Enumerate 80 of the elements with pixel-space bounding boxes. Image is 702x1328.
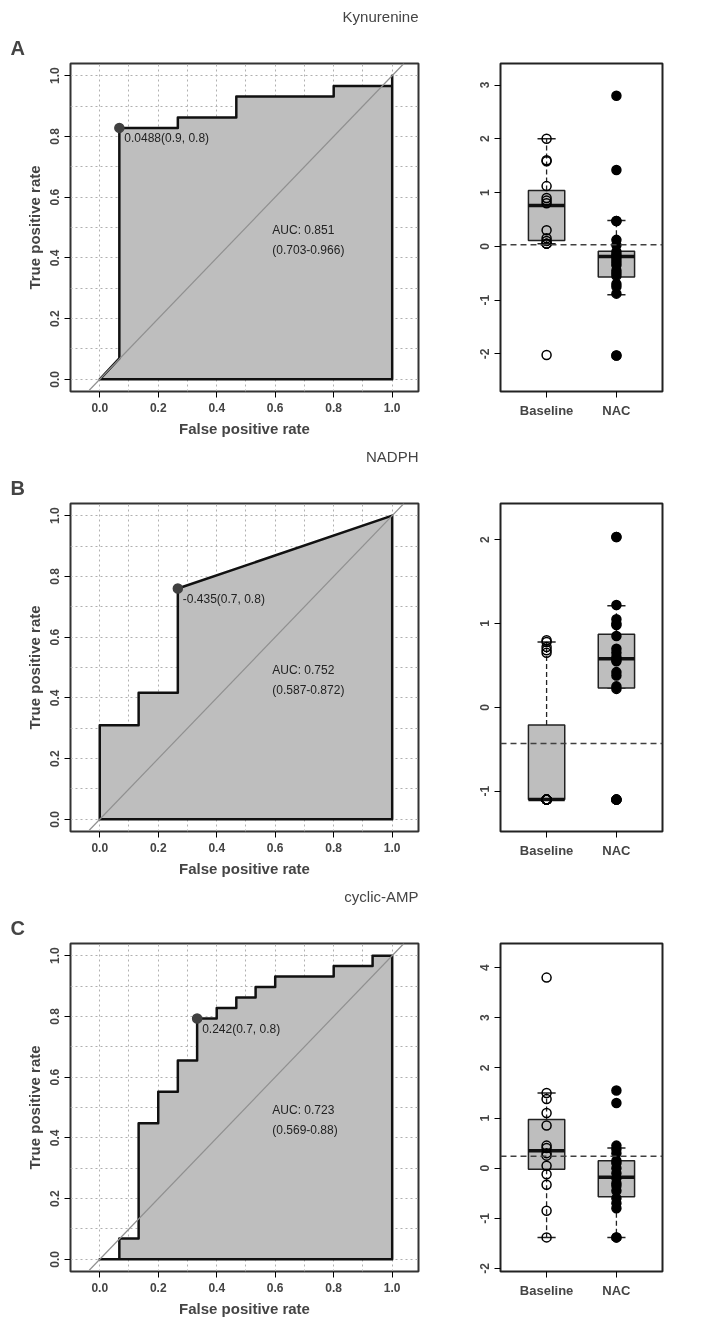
y-tick-label: 2 — [478, 135, 493, 143]
x-tick-label: Baseline — [519, 1282, 574, 1298]
x-tick-label: 0.2 — [149, 400, 167, 415]
y-tick-label: 1.0 — [48, 946, 63, 964]
chart-title: Kynurenine — [342, 7, 419, 25]
y-tick-label: 0.0 — [48, 810, 63, 828]
y-tick-label: 0.6 — [48, 188, 63, 206]
y-tick-label: 0.0 — [48, 370, 63, 388]
y-tick-label: 0.4 — [48, 689, 63, 707]
x-tick-label: NAC — [602, 1282, 632, 1298]
y-tick-label: 2 — [478, 1064, 493, 1072]
y-tick-label: 0.6 — [48, 628, 63, 646]
y-tick-label: 0.0 — [48, 1250, 63, 1268]
y-axis-title: True positive rate — [25, 165, 43, 290]
y-tick-label: -1 — [478, 785, 493, 797]
y-tick-label: 3 — [478, 81, 493, 89]
y-tick-label: -1 — [478, 294, 493, 306]
x-tick-label: 0.8 — [325, 840, 343, 855]
annotation: (0.703-0.966) — [272, 243, 345, 258]
x-tick-label: NAC — [602, 402, 632, 418]
x-tick-label: Baseline — [519, 842, 574, 858]
y-tick-label: 0.6 — [48, 1068, 63, 1086]
x-tick-label: 0.6 — [266, 400, 284, 415]
y-tick-label: -2 — [478, 348, 493, 360]
y-tick-label: 4 — [478, 963, 493, 971]
x-tick-label: 0.8 — [325, 1280, 343, 1295]
y-axis-title: True positive rate — [25, 605, 43, 730]
x-tick-label: 0.8 — [325, 400, 343, 415]
annotation: AUC: 0.723 — [272, 1103, 335, 1118]
x-tick-label: 0.0 — [91, 1280, 109, 1295]
y-tick-label: 1.0 — [48, 506, 63, 524]
y-tick-label: 2 — [478, 535, 493, 543]
y-tick-label: 1.0 — [48, 66, 63, 84]
x-axis-title: False positive rate — [179, 419, 310, 437]
annotation: (0.569-0.88) — [272, 1123, 338, 1138]
x-tick-label: 1.0 — [383, 1280, 401, 1295]
y-tick-label: 0.2 — [48, 749, 63, 767]
y-tick-label: 1 — [478, 1114, 493, 1122]
x-tick-label: 0.0 — [91, 840, 109, 855]
y-tick-label: 0 — [478, 1164, 493, 1172]
y-tick-label: -2 — [478, 1262, 493, 1274]
chart-title: cyclic-AMP — [344, 887, 419, 905]
x-tick-label: 0.4 — [208, 400, 226, 415]
annotation: 0.242(0.7, 0.8) — [202, 1021, 281, 1036]
annotation: (0.587-0.872) — [272, 683, 345, 698]
y-tick-label: 1 — [478, 188, 493, 196]
y-tick-label: -1 — [478, 1212, 493, 1224]
y-tick-label: 0.2 — [48, 309, 63, 327]
text: A — [10, 36, 25, 59]
x-tick-label: 0.4 — [208, 840, 226, 855]
y-tick-label: 0 — [478, 703, 493, 711]
x-tick-label: 0.4 — [208, 1280, 226, 1295]
text: C — [10, 916, 25, 939]
y-axis-title: True positive rate — [25, 1045, 43, 1170]
x-axis-title: False positive rate — [179, 859, 310, 877]
x-tick-label: 0.2 — [149, 840, 167, 855]
x-tick-label: 1.0 — [383, 400, 401, 415]
x-tick-label: 0.6 — [266, 840, 284, 855]
y-tick-label: 0.8 — [48, 127, 63, 145]
text: B — [10, 476, 25, 499]
x-tick-label: 0.6 — [266, 1280, 284, 1295]
x-tick-label: 0.0 — [91, 400, 109, 415]
y-tick-label: 1 — [478, 619, 493, 627]
y-tick-label: 0.2 — [48, 1189, 63, 1207]
x-tick-label: Baseline — [519, 402, 574, 418]
annotation: AUC: 0.752 — [272, 663, 335, 678]
y-tick-label: 0.4 — [48, 1129, 63, 1147]
x-tick-label: 1.0 — [383, 840, 401, 855]
y-tick-label: 0 — [478, 242, 493, 250]
x-tick-label: NAC — [602, 842, 632, 858]
y-tick-label: 0.4 — [48, 249, 63, 267]
x-tick-label: 0.2 — [149, 1280, 167, 1295]
chart-title: NADPH — [365, 447, 419, 465]
annotation: -0.435(0.7, 0.8) — [182, 591, 265, 606]
y-tick-label: 3 — [478, 1014, 493, 1022]
x-axis-title: False positive rate — [179, 1299, 310, 1317]
y-tick-label: 0.8 — [48, 567, 63, 585]
annotation: AUC: 0.851 — [272, 223, 335, 238]
annotation: 0.0488(0.9, 0.8) — [124, 130, 210, 145]
y-tick-label: 0.8 — [48, 1007, 63, 1025]
